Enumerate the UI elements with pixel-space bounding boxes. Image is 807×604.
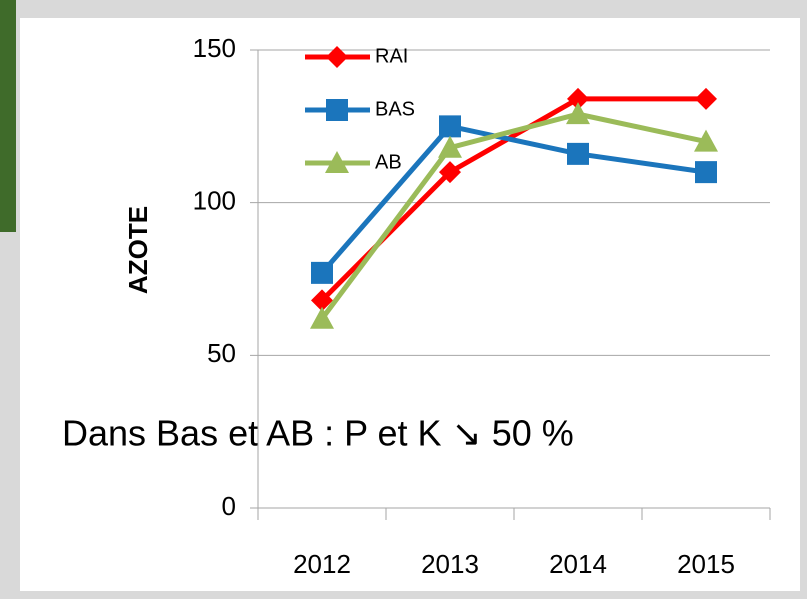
marker [438,135,462,158]
y-tick-label: 0 [222,491,236,521]
y-tick-label: 150 [193,33,236,63]
legend-label: BAS [375,98,415,120]
legend-marker [326,99,348,121]
panel [20,18,800,591]
series-line [320,123,707,275]
marker [439,161,461,184]
y-axis-label: AZOTE [123,206,153,294]
x-tick-label: 2015 [677,549,735,579]
marker [310,306,334,329]
legend-marker [325,151,349,173]
marker [439,115,461,138]
x-tick-label: 2012 [293,549,351,579]
legend-label: AB [375,151,402,173]
y-tick-label: 50 [207,338,236,368]
marker [695,87,717,110]
annotation: Dans Bas et AB : P et K ↘ 50 % [62,413,574,454]
marker [311,261,333,284]
marker [567,142,589,165]
series-line [319,111,707,321]
x-tick-label: 2014 [549,549,607,579]
marker [566,102,590,125]
marker [694,129,718,152]
y-tick-label: 100 [193,186,236,216]
photo-edge [0,0,16,232]
marker [567,87,589,110]
marker [311,289,333,312]
x-tick-label: 2013 [421,549,479,579]
legend-label: RAI [375,45,408,67]
marker [695,161,717,184]
legend-marker [326,46,348,68]
